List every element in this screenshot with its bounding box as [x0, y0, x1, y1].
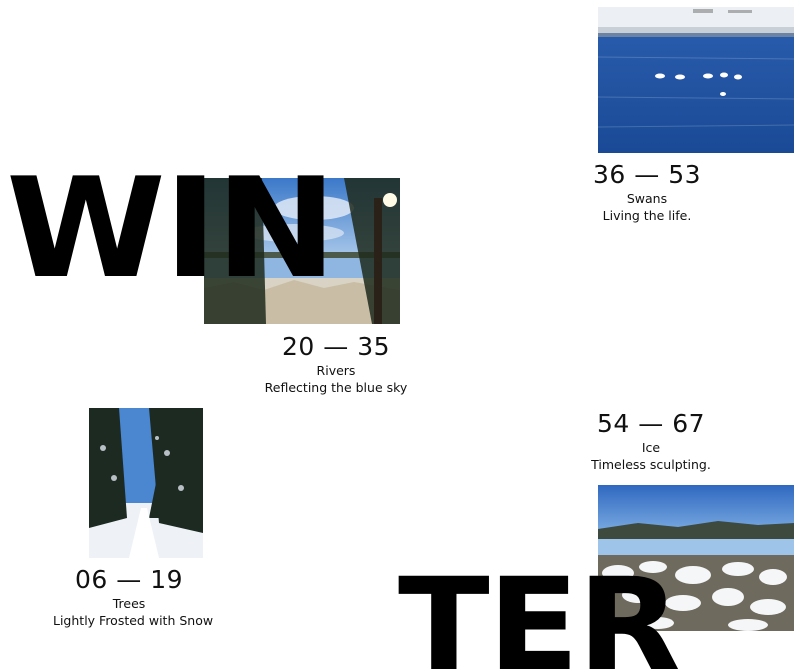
swans-photo[interactable]	[598, 7, 794, 153]
headline-part-2: TER	[398, 551, 681, 669]
trees-title: Trees	[112, 596, 146, 611]
rivers-desc: Reflecting the blue sky	[264, 380, 408, 395]
rivers-photo[interactable]	[204, 178, 400, 324]
ice-desc: Timeless sculpting.	[591, 457, 711, 472]
swans-desc: Living the life.	[602, 208, 692, 223]
ice-range: 54 — 67	[596, 409, 706, 438]
ice-title: Ice	[641, 440, 661, 455]
ice-photo[interactable]	[598, 485, 794, 631]
ice-image	[598, 485, 794, 631]
trees-photo[interactable]	[89, 408, 203, 558]
rivers-image	[204, 178, 400, 324]
swans-caption: 36 — 53 Swans Living the life.	[582, 161, 712, 224]
trees-image	[89, 408, 203, 558]
swans-range: 36 — 53	[592, 160, 702, 189]
headline-part-1: WIN	[6, 148, 337, 309]
rivers-caption: 20 — 35 Rivers Reflecting the blue sky	[256, 333, 416, 396]
rivers-range: 20 — 35	[281, 332, 391, 361]
rivers-title: Rivers	[316, 363, 356, 378]
trees-caption: 06 — 19 Trees Lightly Frosted with Snow	[53, 565, 214, 629]
ice-caption: 54 — 67 Ice Timeless sculpting.	[586, 410, 716, 473]
swans-title: Swans	[626, 191, 668, 206]
trees-range: 06 — 19	[74, 565, 184, 594]
swans-image	[598, 7, 794, 153]
trees-desc: Lightly Frosted with Snow	[53, 613, 214, 628]
